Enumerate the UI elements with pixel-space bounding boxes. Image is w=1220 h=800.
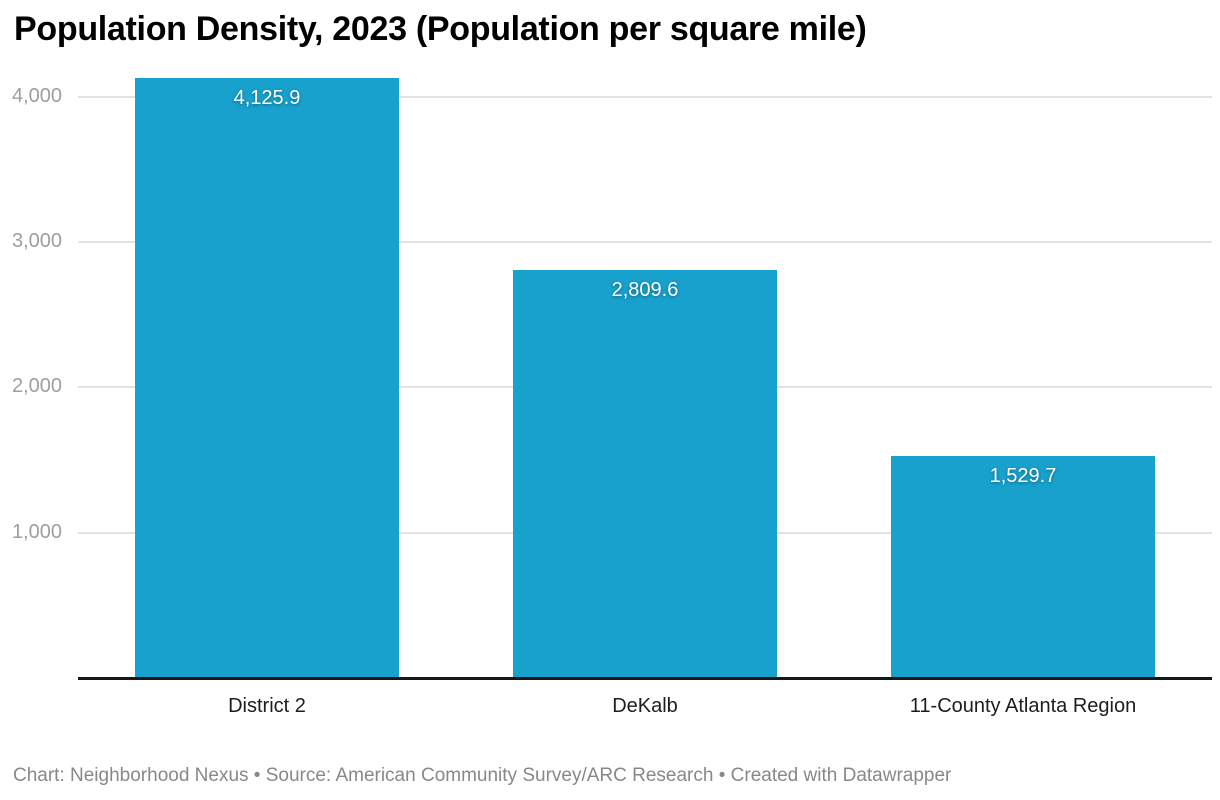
y-axis-tick-label: 2,000 xyxy=(12,375,63,398)
bar-1 xyxy=(513,269,777,678)
chart-title: Population Density, 2023 (Population per… xyxy=(14,10,867,48)
y-axis-tick-label: 3,000 xyxy=(12,229,63,252)
y-gridline xyxy=(78,240,1212,243)
bar-value-label: 2,809.6 xyxy=(611,278,679,301)
x-axis-category-label: DeKalb xyxy=(612,695,678,717)
y-gridline xyxy=(78,95,1212,98)
bar-value-label: 1,529.7 xyxy=(989,464,1057,487)
x-axis-baseline xyxy=(78,677,1212,680)
y-axis-tick-label: 1,000 xyxy=(12,520,63,543)
chart-footer-attribution: Chart: Neighborhood Nexus • Source: Amer… xyxy=(13,765,952,786)
bar-0 xyxy=(135,78,399,678)
bar-2 xyxy=(891,455,1155,678)
x-axis-category-label: District 2 xyxy=(228,695,306,717)
y-axis-tick-label: 4,000 xyxy=(12,84,63,107)
x-axis-category-label: 11-County Atlanta Region xyxy=(909,695,1137,717)
bar-value-label: 4,125.9 xyxy=(233,87,301,110)
